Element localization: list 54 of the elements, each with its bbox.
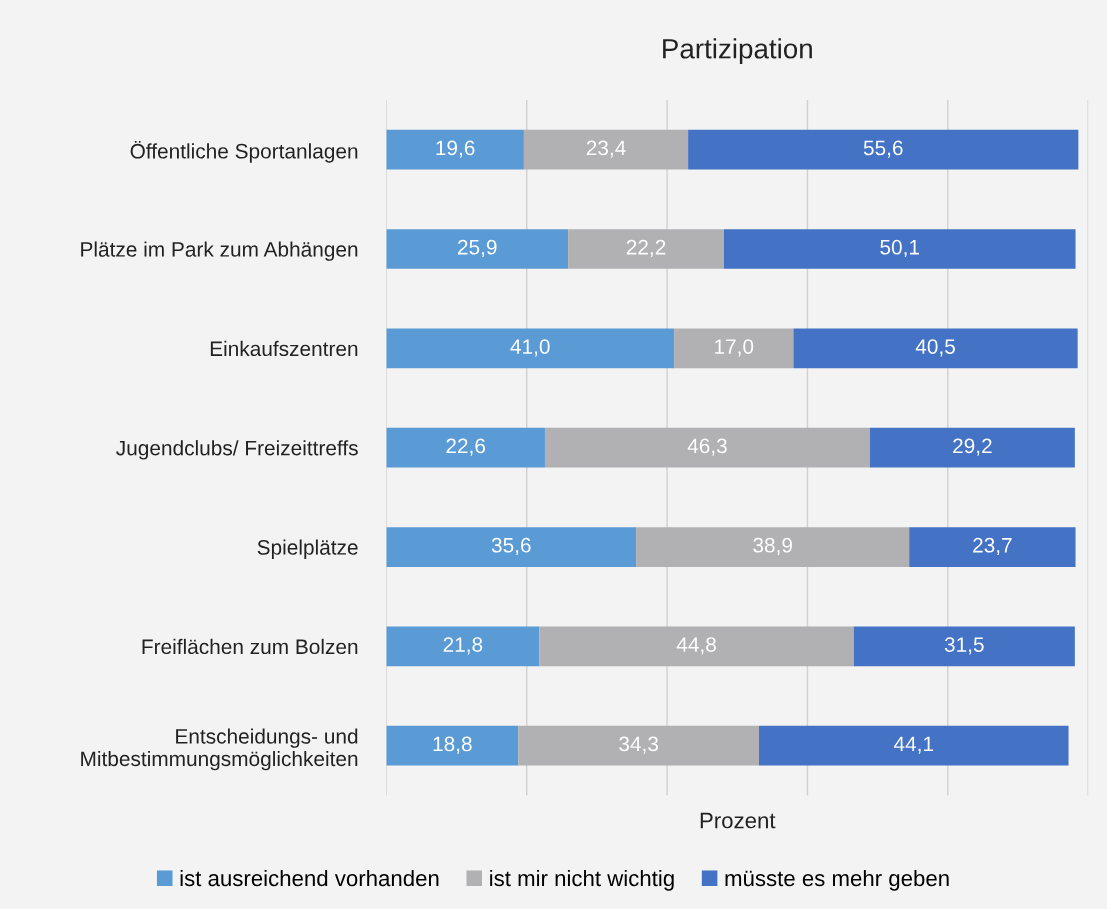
bar: [386, 626, 540, 667]
y-tick-label: Freiflächen zum Bolzen: [142, 638, 358, 655]
data-label: 44,1: [893, 736, 934, 754]
data-label: 29,2: [953, 438, 992, 456]
bar: [518, 725, 760, 766]
bar: [636, 527, 910, 567]
bar: [386, 328, 675, 369]
bar: [568, 229, 724, 269]
bar: [674, 328, 794, 369]
y-tick-label: Öffentliche Sportanlagen: [130, 140, 358, 163]
bar: [723, 229, 1076, 269]
bar: [909, 527, 1076, 567]
data-label: 17,0: [715, 339, 754, 357]
y-tick-label: Einkaufszentren: [210, 340, 358, 357]
chart-title: Partizipation: [663, 38, 812, 65]
bar: [386, 427, 545, 468]
legend-label: ist mir nicht wichtig: [490, 869, 674, 891]
bar: [386, 229, 569, 269]
bar: [386, 129, 524, 170]
bar: [544, 427, 870, 468]
data-label: 34,3: [619, 736, 659, 754]
data-label: 19,6: [436, 140, 475, 158]
bar: [869, 427, 1075, 468]
x-axis-title: Prozent: [700, 812, 776, 829]
data-label: 55,6: [863, 140, 903, 158]
data-label: 31,5: [944, 637, 984, 655]
data-label: 41,0: [510, 339, 550, 357]
bar: [853, 626, 1075, 667]
legend-label: ist ausreichend vorhanden: [180, 869, 439, 887]
bar: [688, 129, 1079, 170]
bar: [386, 527, 637, 567]
bar: [539, 626, 854, 667]
data-label: 23,4: [586, 140, 626, 158]
data-label: 21,8: [443, 637, 483, 655]
data-label: 22,2: [626, 239, 666, 258]
bar: [759, 725, 1069, 766]
data-label: 23,7: [973, 537, 1012, 556]
y-tick-label: Plätze im Park zum Abhängen: [81, 241, 358, 261]
bar: [523, 129, 689, 170]
data-label: 38,9: [753, 537, 792, 556]
data-label: 40,5: [915, 339, 955, 357]
data-label: 44,8: [676, 637, 716, 655]
bar: [793, 328, 1078, 369]
y-tick-label: Spielplätze: [257, 539, 358, 559]
data-label: 35,6: [491, 537, 531, 556]
data-label: 50,1: [880, 239, 919, 258]
data-label: 46,3: [687, 438, 727, 456]
data-label: 18,8: [433, 736, 472, 754]
bar: [386, 725, 519, 766]
y-tick-label: Entscheidungs- und Mitbestimmungsmöglichkeiten: [81, 728, 358, 771]
y-tick-label: Jugendclubs/ Freizeittreffs: [116, 440, 358, 460]
data-label: 22,6: [446, 438, 486, 456]
legend-label: müsste es mehr geben: [725, 869, 949, 891]
data-label: 25,9: [458, 239, 497, 258]
